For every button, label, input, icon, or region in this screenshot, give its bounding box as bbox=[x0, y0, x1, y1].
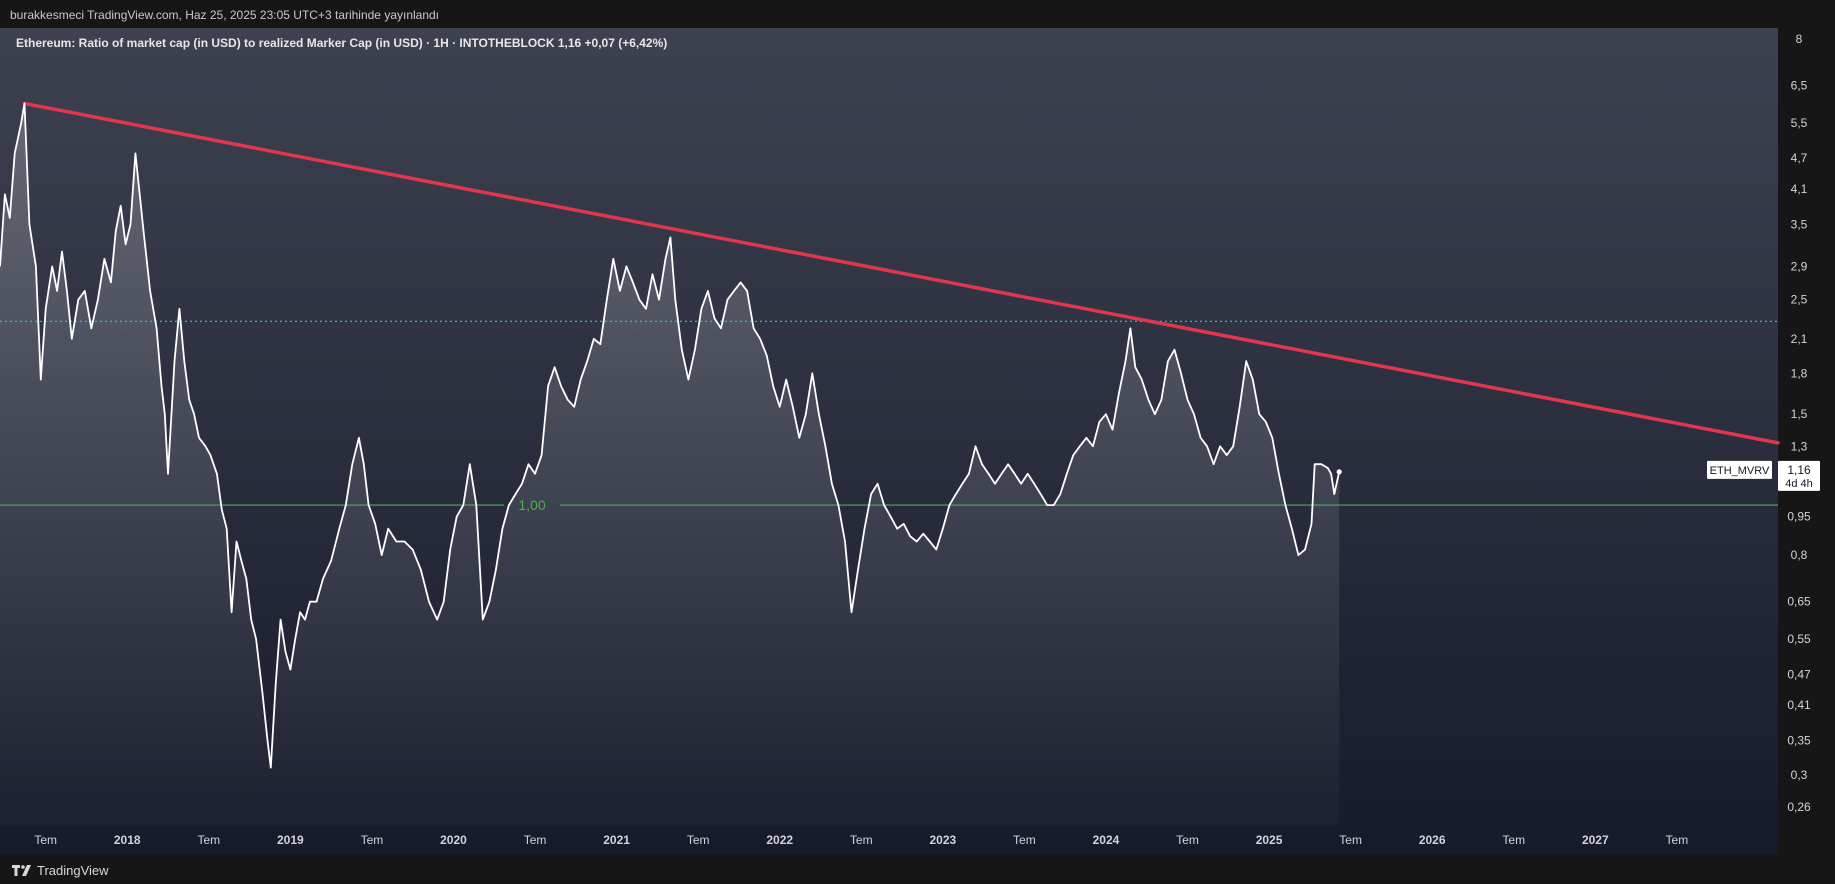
x-tick-label: Tem bbox=[524, 833, 547, 847]
y-tick-label: 4,1 bbox=[1791, 182, 1808, 196]
x-tick-label: 2019 bbox=[277, 833, 304, 847]
x-tick-label: Tem bbox=[1339, 833, 1362, 847]
footer-bar: TradingView bbox=[0, 855, 1835, 884]
x-tick-label: Tem bbox=[1013, 833, 1036, 847]
y-tick-label: 2,1 bbox=[1791, 332, 1808, 346]
x-tick-label: Tem bbox=[34, 833, 57, 847]
y-tick-label: 0,65 bbox=[1787, 595, 1811, 609]
series-line-eth-mvrv[interactable] bbox=[0, 102, 1341, 769]
y-tick-label: 8 bbox=[1796, 32, 1803, 46]
x-tick-label: 2018 bbox=[114, 833, 141, 847]
published-text: burakkesmeci TradingView.com, Haz 25, 20… bbox=[10, 8, 440, 22]
chart[interactable]: 1,00 8 6,5 5,5 4,7 4,1 3,5 2,9 2,5 2,1 1,8 1,5 1,3 0… bbox=[0, 28, 1835, 855]
last-value-tag bbox=[1778, 460, 1820, 491]
tradingview-brand-label: TradingView bbox=[37, 863, 109, 878]
series-name-label: ETH_MVRV bbox=[1710, 465, 1770, 477]
x-tick-label: 2024 bbox=[1093, 833, 1120, 847]
last-value-label: 1,16 bbox=[1787, 463, 1811, 477]
last-value-dot bbox=[1336, 469, 1342, 475]
x-tick-label: Tem bbox=[1176, 833, 1199, 847]
y-tick-label: 0,8 bbox=[1791, 548, 1808, 562]
x-tick-label: Tem bbox=[687, 833, 710, 847]
x-tick-label: 2027 bbox=[1582, 833, 1609, 847]
trend-line[interactable] bbox=[22, 101, 1780, 445]
y-tick-label: 0,41 bbox=[1787, 698, 1811, 712]
y-tick-label: 2,9 bbox=[1791, 259, 1808, 273]
y-tick-label: 2,5 bbox=[1791, 293, 1808, 307]
y-tick-label: 4,7 bbox=[1791, 151, 1808, 165]
x-tick-label: Tem bbox=[361, 833, 384, 847]
y-tick-label: 5,5 bbox=[1791, 116, 1808, 130]
x-tick-label: 2023 bbox=[929, 833, 956, 847]
price-axis-panel bbox=[1778, 28, 1835, 855]
x-tick-label: 2021 bbox=[603, 833, 630, 847]
y-tick-label: 0,95 bbox=[1787, 510, 1811, 524]
y-tick-label: 0,35 bbox=[1787, 733, 1811, 747]
published-bar: burakkesmeci TradingView.com, Haz 25, 20… bbox=[0, 0, 1835, 28]
y-tick-label: 0,47 bbox=[1787, 667, 1811, 681]
x-tick-label: 2022 bbox=[766, 833, 793, 847]
y-tick-label: 1,8 bbox=[1791, 366, 1808, 380]
reference-line-label: 1,00 bbox=[518, 497, 545, 513]
y-tick-label: 3,5 bbox=[1791, 217, 1808, 231]
x-tick-label: Tem bbox=[1666, 833, 1689, 847]
tradingview-logo-icon bbox=[12, 864, 31, 876]
x-tick-label: Tem bbox=[1502, 833, 1525, 847]
x-tick-label: 2020 bbox=[440, 833, 467, 847]
y-tick-label: 1,3 bbox=[1791, 439, 1808, 453]
y-tick-label: 0,3 bbox=[1791, 768, 1808, 782]
x-tick-label: Tem bbox=[197, 833, 220, 847]
y-tick-label: 0,26 bbox=[1787, 800, 1811, 814]
series-name-tag[interactable] bbox=[1707, 460, 1772, 479]
series-area-fill bbox=[0, 103, 1340, 825]
time-to-close-label: 4d 4h bbox=[1785, 478, 1813, 490]
tradingview-brand[interactable]: TradingView bbox=[12, 863, 109, 878]
chart-legend: Ethereum: Ratio of market cap (in USD) t… bbox=[16, 36, 668, 50]
x-tick-label: 2026 bbox=[1419, 833, 1446, 847]
y-tick-label: 1,5 bbox=[1791, 407, 1808, 421]
y-tick-label: 6,5 bbox=[1791, 78, 1808, 92]
x-tick-label: Tem bbox=[850, 833, 873, 847]
x-tick-label: 2025 bbox=[1256, 833, 1283, 847]
y-tick-label: 0,55 bbox=[1787, 632, 1811, 646]
